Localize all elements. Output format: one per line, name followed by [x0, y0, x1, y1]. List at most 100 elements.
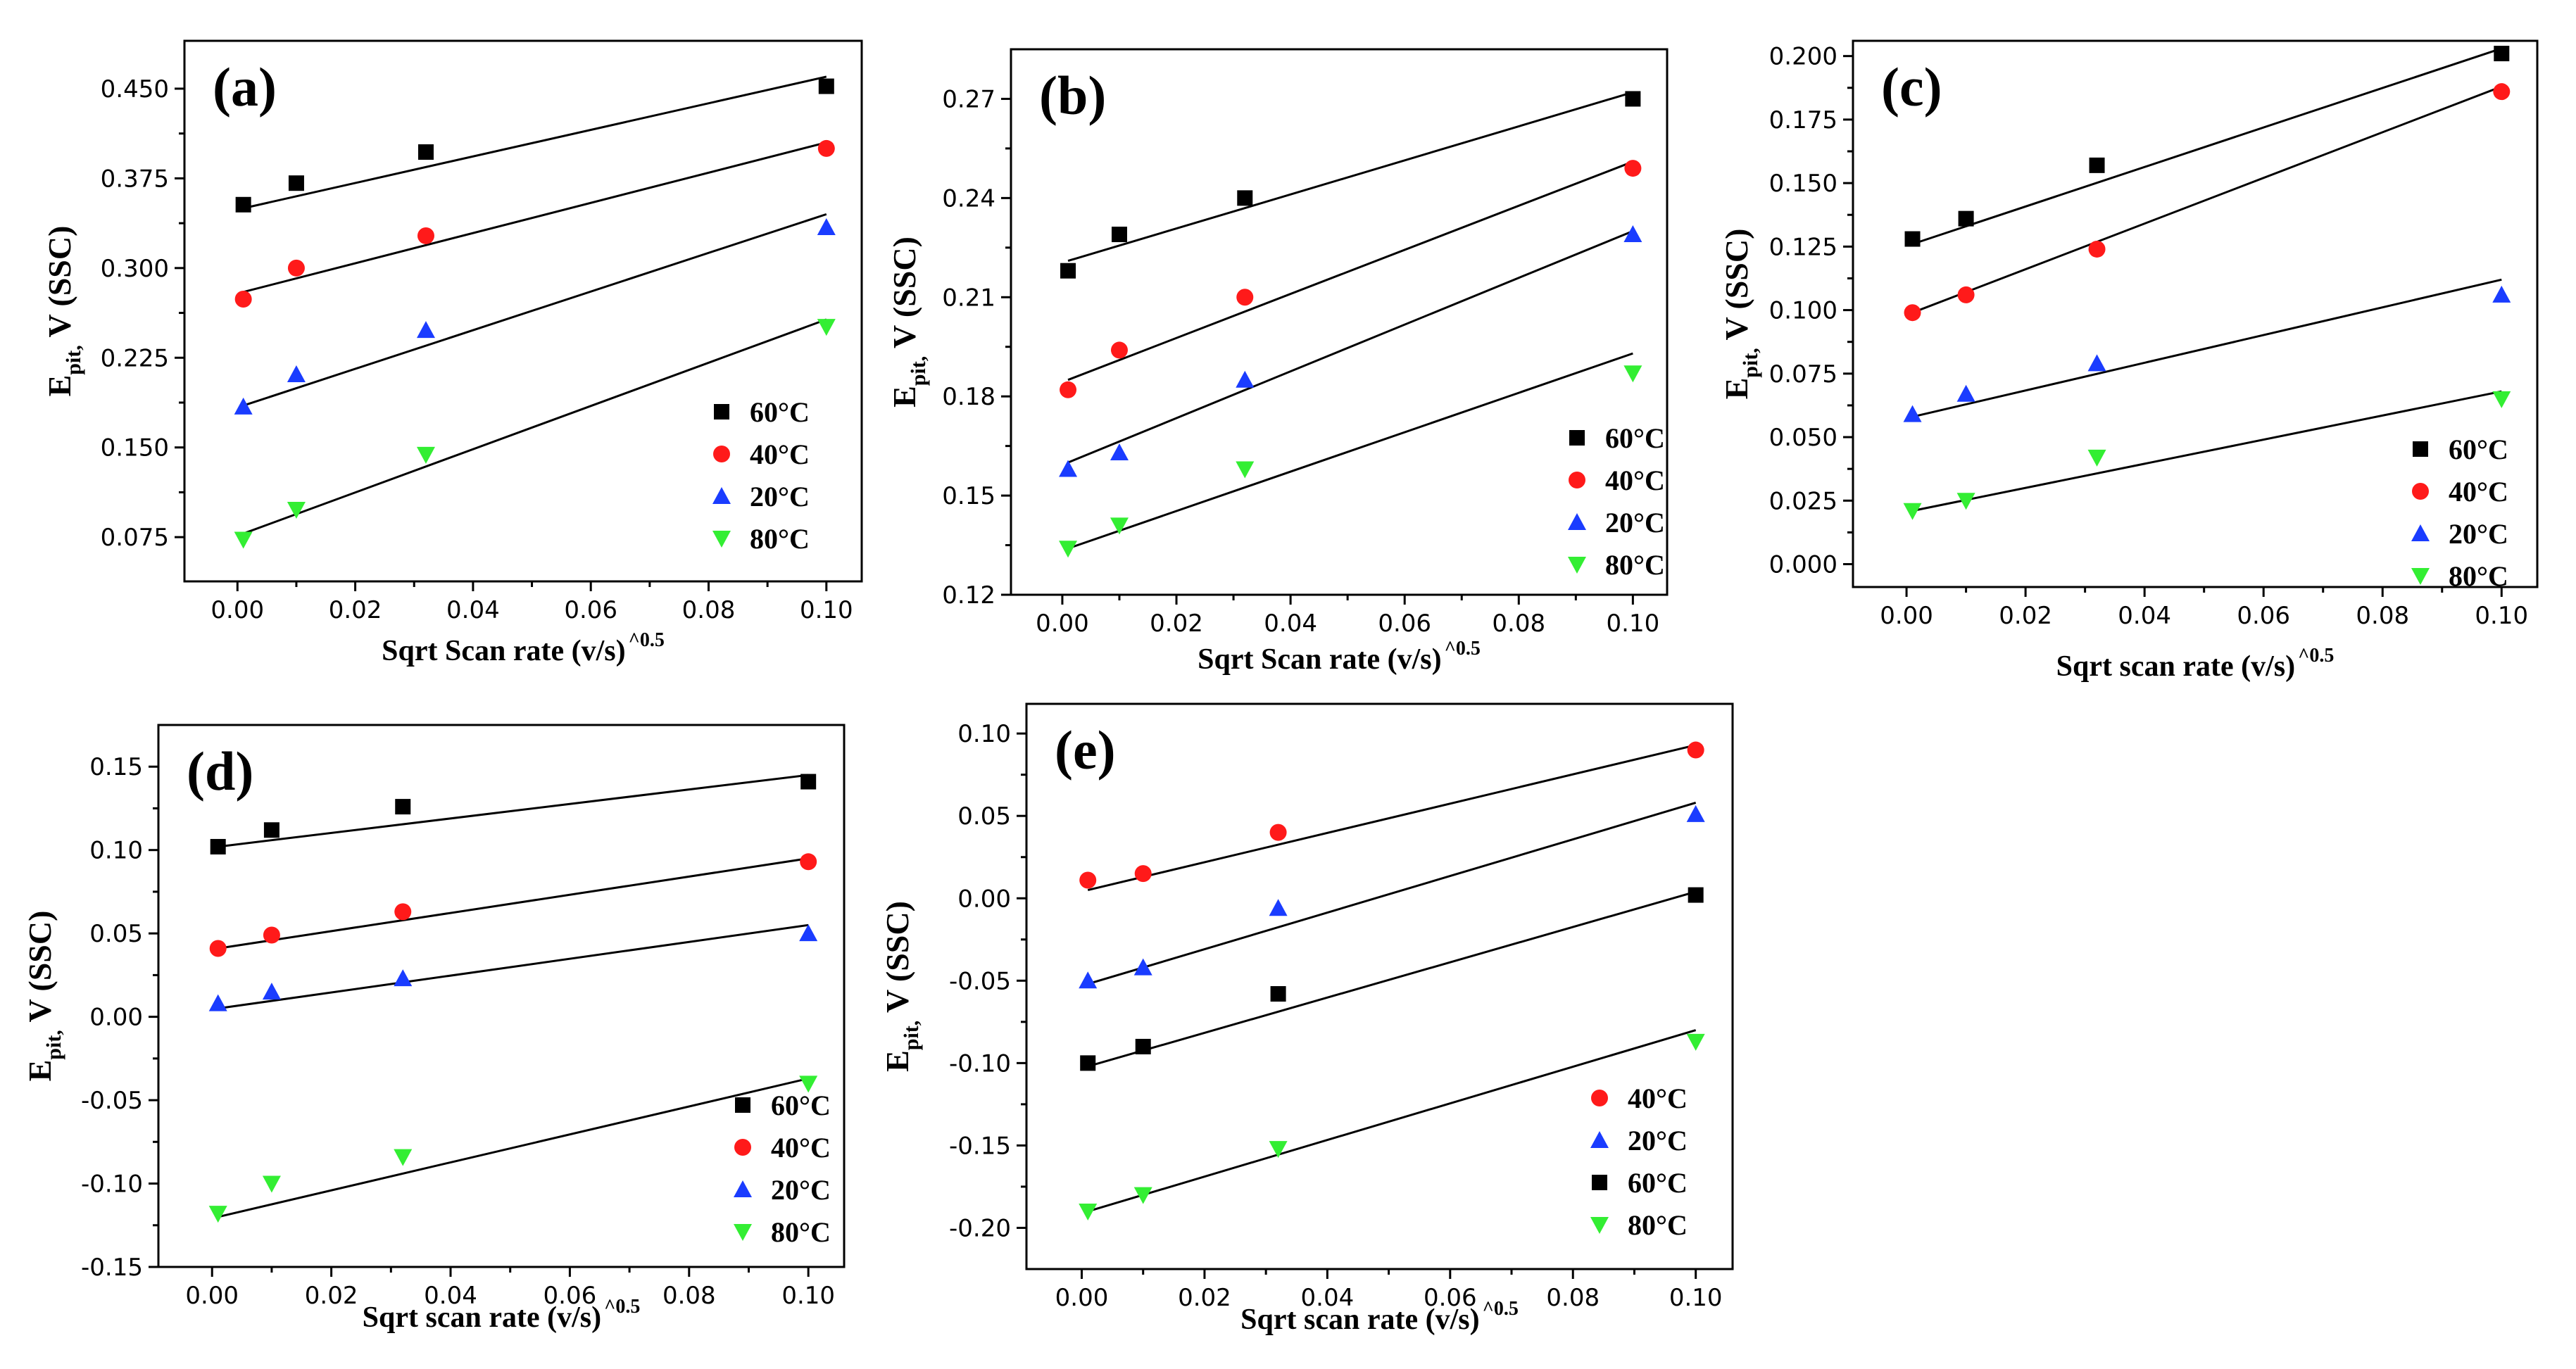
- data-point: [1625, 91, 1641, 107]
- y-tick-label: 0.10: [957, 720, 1011, 748]
- x-tick-label: 0.04: [446, 596, 500, 624]
- series-40C: [1904, 83, 2511, 322]
- data-point: [287, 502, 306, 519]
- x-axis-title: Sqrt scan rate (v/s) ^0.5: [2056, 645, 2335, 683]
- series-20C: [1059, 225, 1642, 477]
- series-40C: [1079, 741, 1704, 892]
- x-tick-label: 0.10: [2475, 602, 2528, 630]
- legend-label: 80°C: [750, 523, 810, 555]
- legend: 60°C 40°C 20°C 80°C: [1568, 422, 1665, 581]
- x-axis-title: Sqrt scan rate (v/s) ^0.5: [1240, 1298, 1519, 1336]
- data-point: [1269, 1141, 1288, 1159]
- x-tick-label: 0.06: [1424, 1284, 1477, 1312]
- y-tick-label: 0.225: [101, 344, 169, 372]
- x-tick-label: 0.02: [1999, 602, 2052, 630]
- x-tick-label: 0.06: [564, 596, 617, 624]
- data-point: [2087, 354, 2106, 372]
- fit-line: [1087, 802, 1697, 985]
- legend-marker: [2411, 524, 2430, 541]
- legend-label: 40°C: [2449, 476, 2508, 507]
- data-point: [417, 144, 434, 160]
- data-point: [1624, 160, 1642, 177]
- data-point: [1079, 871, 1097, 889]
- x-tick-label: 0.08: [682, 596, 736, 624]
- y-tick-label: 0.050: [1769, 424, 1837, 452]
- y-tick-label: 0.450: [101, 75, 169, 103]
- legend-label: 60°C: [1605, 422, 1665, 454]
- series-20C: [234, 213, 836, 415]
- series-80C: [208, 1075, 818, 1223]
- legend-label: 60°C: [2449, 434, 2508, 465]
- series-40C: [209, 853, 817, 957]
- legend-marker: [713, 446, 730, 462]
- y-axis-title: Epit, V (SSC): [879, 901, 923, 1072]
- y-tick-label: -0.05: [81, 1087, 143, 1115]
- series-60C: [210, 774, 817, 854]
- data-point: [1060, 381, 1077, 398]
- fit-line: [243, 318, 827, 535]
- fit-line: [1087, 890, 1697, 1068]
- legend-label: 80°C: [1628, 1209, 1688, 1241]
- panel-label: (c): [1881, 56, 1942, 118]
- legend-marker: [1568, 513, 1586, 530]
- x-tick-label: 0.10: [781, 1282, 835, 1310]
- data-point: [234, 291, 252, 308]
- data-point: [2089, 157, 2105, 173]
- legend-marker: [712, 487, 731, 504]
- y-tick-label: 0.15: [89, 753, 143, 781]
- legend-label: 60°C: [1628, 1167, 1688, 1199]
- data-point: [1111, 227, 1127, 243]
- y-tick-label: 0.375: [101, 165, 169, 193]
- y-tick-label: 0.27: [942, 85, 995, 113]
- data-point: [1110, 341, 1128, 359]
- panel-e: 0.00 0.02 0.04 0.06 0.08 0.10 -0.20 -0.15 -0.10 -…: [879, 702, 1734, 1336]
- legend-label: 40°C: [750, 439, 810, 470]
- panel-label: (b): [1039, 65, 1106, 126]
- y-tick-label: 0.150: [1769, 170, 1837, 198]
- data-point: [1079, 971, 1098, 989]
- data-point: [394, 1149, 413, 1166]
- legend-marker: [1569, 430, 1585, 446]
- data-point: [1956, 493, 1975, 510]
- fit-line: [243, 141, 827, 294]
- data-point: [417, 227, 434, 244]
- y-tick-label: 0.00: [957, 885, 1011, 913]
- plot-frame: [1852, 39, 2539, 588]
- data-point: [1688, 887, 1704, 903]
- data-point: [287, 259, 305, 277]
- x-tick-label: 0.06: [2237, 602, 2290, 630]
- data-point: [817, 218, 836, 236]
- x-tick-label: 0.04: [1301, 1284, 1355, 1312]
- x-tick-label: 0.10: [1669, 1284, 1723, 1312]
- x-tick-label: 0.10: [1607, 610, 1660, 638]
- y-tick-label: -0.15: [81, 1254, 143, 1282]
- fit-line: [1067, 91, 1633, 263]
- y-tick-label: 0.05: [957, 802, 1011, 831]
- data-point: [2493, 83, 2511, 101]
- series-60C: [1060, 91, 1641, 279]
- data-point: [262, 1175, 281, 1193]
- legend-marker: [734, 1224, 752, 1241]
- legend-marker: [714, 404, 729, 419]
- fit-line: [1067, 160, 1633, 381]
- data-point: [1957, 286, 1975, 303]
- y-axis-title: Epit, V (SSC): [886, 236, 930, 408]
- x-tick-label: 0.08: [1492, 610, 1545, 638]
- y-tick-label: 0.00: [89, 1004, 143, 1032]
- series-60C: [235, 75, 834, 213]
- plot-frame: [1010, 48, 1669, 596]
- data-point: [1236, 289, 1254, 306]
- legend-label: 40°C: [771, 1132, 831, 1163]
- data-point: [800, 853, 817, 871]
- series-60C: [1904, 46, 2510, 247]
- data-point: [818, 78, 834, 94]
- data-point: [1903, 503, 1922, 520]
- legend-label: 20°C: [1628, 1125, 1688, 1156]
- panel-c: 0.00 0.02 0.04 0.06 0.08 0.10 0.000 0.025 0.050 0…: [1719, 39, 2539, 683]
- x-tick-label: 0.04: [1264, 610, 1317, 638]
- data-point: [2492, 391, 2511, 408]
- data-point: [1133, 958, 1152, 976]
- fit-line: [218, 857, 809, 950]
- plot-frame: [1025, 702, 1734, 1270]
- legend-marker: [2411, 568, 2430, 585]
